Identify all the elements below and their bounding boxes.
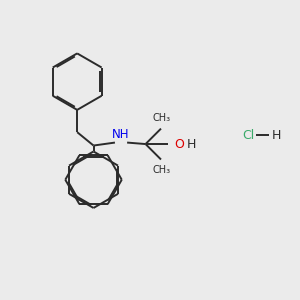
Text: CH₃: CH₃ [153, 165, 171, 175]
Text: O: O [174, 138, 184, 151]
Text: H: H [272, 129, 281, 142]
Text: NH: NH [112, 128, 130, 141]
Text: H: H [187, 138, 196, 151]
Text: Cl: Cl [242, 129, 254, 142]
Text: CH₃: CH₃ [153, 113, 171, 123]
